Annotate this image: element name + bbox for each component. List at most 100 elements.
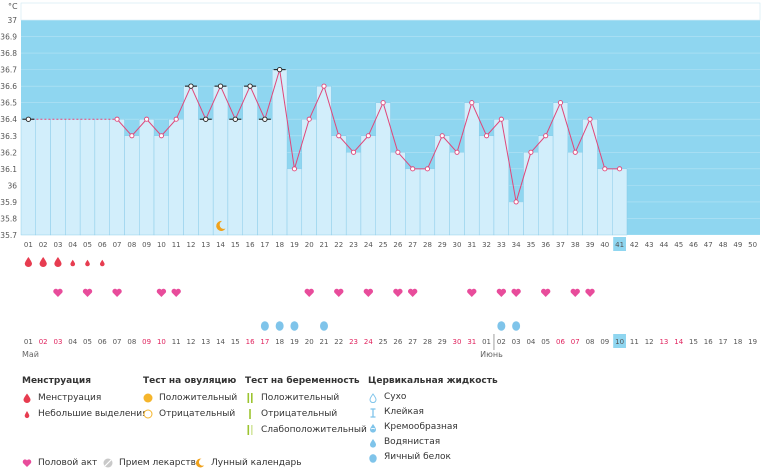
y-tick-label: 36.3 — [0, 132, 17, 141]
cycle-day-label: 27 — [408, 241, 417, 249]
cycle-day-label: 48 — [719, 241, 728, 249]
egg-white-fluid — [275, 321, 284, 331]
cycle-day-label: 45 — [674, 241, 683, 249]
cycle-day-label: 49 — [733, 241, 742, 249]
temperature-point — [321, 83, 327, 89]
cycle-day-label: 28 — [423, 241, 432, 249]
intercourse-heart — [511, 288, 521, 297]
calendar-date-label: 30 — [453, 338, 462, 346]
temperature-bar — [316, 85, 332, 236]
intercourse-heart — [407, 288, 418, 297]
observation-rows — [24, 220, 595, 331]
temperature-point — [276, 66, 283, 73]
intercourse-heart — [541, 288, 551, 297]
calendar-date-label: 13 — [659, 338, 668, 346]
bbt-chart: °C 35.7 35.8 35.9 36 36.1 36.2 36.3 36.4 36.5 36.… — [0, 2, 761, 359]
cycle-day-label: 03 — [53, 241, 62, 249]
cycle-day-label: 35 — [526, 241, 535, 249]
today-highlight — [613, 334, 626, 348]
cycle-day-label: 16 — [246, 241, 255, 249]
temperature-bar — [257, 119, 273, 236]
y-tick-label: 35.8 — [0, 214, 17, 223]
egg-white-fluid — [319, 321, 328, 331]
calendar-date-label: 09 — [142, 338, 151, 346]
cycle-day-label: 29 — [438, 241, 447, 249]
y-tick-label: 36.5 — [0, 99, 17, 108]
cycle-day-label: 43 — [645, 241, 654, 249]
temperature-line-segment — [308, 85, 325, 120]
temperature-line-segment — [220, 85, 236, 120]
cycle-day-label: 01 — [24, 241, 33, 249]
cycle-day-label: 36 — [541, 241, 550, 249]
legend-group-title: Цервикальная жидкость — [368, 376, 498, 386]
intercourse-heart — [304, 288, 314, 297]
temperature-bar — [20, 119, 36, 236]
calendar-date-label: 01 — [482, 338, 491, 346]
legend-item: Яичный белок — [368, 450, 498, 465]
temperature-bar — [419, 168, 436, 236]
legend-item: Менструация — [22, 390, 148, 406]
cycle-day-label: 11 — [172, 241, 181, 249]
spotting-drop — [85, 259, 90, 267]
temperature-bar — [168, 119, 184, 236]
temperature-line-segment — [338, 135, 354, 153]
temperature-line-segment — [249, 85, 266, 120]
temperature-bar — [139, 119, 155, 236]
temperature-point — [232, 116, 238, 122]
calendar-date-label: 07 — [113, 338, 122, 346]
temperature-point — [513, 199, 519, 205]
legend-label: Лунный календарь — [211, 458, 302, 468]
calendar-date-label: 08 — [127, 338, 136, 346]
temperature-point — [587, 116, 593, 122]
temperature-line-segment — [234, 85, 251, 120]
temperature-line-segment — [559, 102, 576, 153]
calendar-date-label: 05 — [541, 338, 550, 346]
temperature-point — [158, 133, 164, 139]
temperature-point — [365, 133, 371, 139]
calendar-date-label: 05 — [83, 338, 92, 346]
legend-label: Водянистая — [384, 437, 441, 447]
calendar-date-label: 26 — [393, 338, 402, 346]
legend-label: Отрицательный — [261, 409, 338, 419]
temperature-line-segment — [471, 102, 488, 136]
temperature-bar — [331, 135, 347, 236]
cycle-day-label: 42 — [630, 241, 639, 249]
cycle-day-label: 34 — [512, 241, 521, 249]
calendar-date-label: 17 — [719, 338, 728, 346]
cycle-day-label: 02 — [39, 241, 48, 249]
legend-label: Положительный — [159, 393, 238, 403]
temperature-line-segment — [175, 85, 192, 120]
y-axis-label: °C — [8, 2, 18, 11]
temperature-bar — [94, 119, 110, 236]
legend-item: Положительный — [143, 390, 237, 406]
calendar-date-label: 24 — [364, 338, 373, 346]
cycle-day-label: 24 — [364, 241, 373, 249]
calendar-date-label: 04 — [526, 338, 535, 346]
cycle-day-label: 05 — [83, 241, 92, 249]
calendar-date-label: 23 — [349, 338, 358, 346]
legend-group-pregnancy-test: Тест на беременность Положительный Отриц… — [245, 376, 367, 438]
double-bar-icon — [247, 393, 253, 403]
temperature-bar — [124, 135, 140, 236]
temperature-point — [528, 149, 534, 155]
legend-item: Водянистая — [368, 435, 498, 450]
temperature-line-segment — [367, 102, 384, 136]
calendar-date-label: 19 — [290, 338, 299, 346]
temperature-line-segment — [500, 119, 517, 203]
temperature-bar — [390, 152, 406, 236]
calendar-date-label: 02 — [39, 338, 48, 346]
egg-white-fluid — [512, 321, 521, 331]
temperature-line-segment — [382, 102, 399, 153]
temperature-point — [144, 116, 150, 122]
cycle-day-label: 50 — [748, 241, 757, 249]
circle-filled-icon — [143, 393, 153, 403]
calendar-date-label: 19 — [748, 338, 757, 346]
temperature-bar — [375, 102, 391, 236]
calendar-date-label: 08 — [586, 338, 595, 346]
cycle-day-label: 41 — [615, 241, 624, 249]
temperature-point — [203, 116, 209, 122]
intercourse-heart — [363, 288, 374, 297]
legend-item: Кремообразная — [368, 420, 498, 435]
temperature-point — [439, 133, 445, 139]
cycle-day-label: 18 — [275, 241, 284, 249]
